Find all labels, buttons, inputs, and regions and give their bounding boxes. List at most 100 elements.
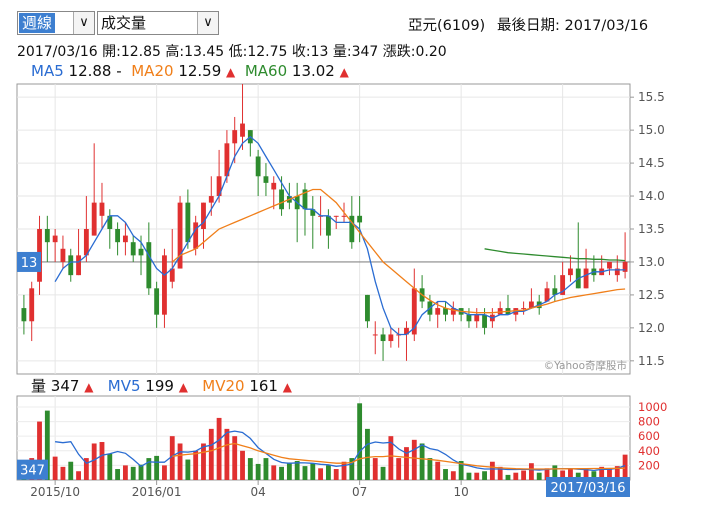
up-triangle-icon: ▲	[178, 380, 188, 394]
volume-bar	[528, 463, 534, 480]
mv20-line	[172, 442, 626, 470]
volume-bar	[583, 469, 589, 480]
candle-body	[216, 176, 222, 197]
y-tick-label: 13.0	[638, 255, 665, 269]
volume-bar	[536, 472, 542, 480]
volume-bar	[372, 458, 378, 480]
date-marker-text: 2017/03/16	[551, 481, 626, 496]
candle	[29, 281, 35, 342]
volume-bar	[482, 471, 487, 480]
candle-body	[122, 235, 128, 243]
candle-body	[607, 261, 612, 269]
chevron-down-icon[interactable]: ∨	[73, 12, 94, 34]
candle-body	[560, 275, 566, 295]
volume-bar	[521, 470, 527, 480]
volume-bar	[622, 454, 628, 480]
candle	[201, 202, 206, 249]
volume-bar	[544, 468, 550, 480]
volume-bar	[154, 455, 160, 480]
ma60-line	[484, 248, 626, 262]
volume-bar	[232, 436, 238, 480]
volume-bar	[294, 461, 300, 480]
candle	[271, 176, 277, 210]
volume-y-tick-label: 200	[638, 458, 660, 472]
candle-body	[91, 202, 97, 236]
y-tick-label: 14.0	[638, 189, 665, 203]
candle-body	[162, 255, 167, 315]
volume-bar	[193, 450, 199, 480]
candle	[76, 229, 81, 276]
candle-body	[68, 255, 74, 276]
candle-body	[185, 202, 191, 243]
chevron-down-icon[interactable]: ∨	[197, 12, 218, 34]
markers: 13 347 2017/03/16	[17, 251, 630, 497]
candle-body	[388, 334, 394, 342]
candle-body	[568, 268, 573, 276]
volume-bar	[201, 443, 206, 480]
up-triangle-icon: ▲	[282, 380, 292, 394]
volume-bar	[333, 469, 339, 480]
candle	[372, 321, 378, 355]
ma-legend: MA5 12.88 - MA20 12.59 ▲ MA60 13.02 ▲	[31, 62, 349, 80]
candle	[130, 235, 136, 262]
period-select[interactable]: 週線 ∨	[17, 11, 95, 35]
candle	[44, 215, 50, 262]
candle	[435, 301, 441, 328]
candle	[365, 294, 370, 328]
ma60-legend: MA60 13.02 ▲	[244, 62, 349, 80]
candle	[560, 261, 566, 295]
volume-bar	[325, 465, 331, 480]
candle	[583, 248, 589, 289]
ohlc-low: 低:12.75	[228, 44, 288, 60]
volume-bar	[138, 464, 144, 480]
volume-bar	[380, 466, 386, 480]
candle-body	[411, 288, 417, 335]
volume-bar	[83, 458, 89, 480]
candle	[91, 143, 97, 236]
candle	[521, 301, 527, 315]
volume-bar	[37, 421, 42, 480]
candle	[60, 235, 66, 269]
candle-body	[60, 248, 66, 262]
candle-body	[341, 215, 347, 217]
volume-bar	[614, 466, 620, 480]
candle	[357, 196, 363, 243]
candle	[255, 149, 261, 197]
candle-body	[201, 202, 206, 229]
candle	[404, 321, 409, 361]
candle-body	[622, 261, 628, 272]
candle-body	[177, 202, 183, 269]
volume-bar	[513, 472, 519, 480]
volume-y-tick-label: 800	[638, 415, 660, 429]
candle	[411, 268, 417, 342]
volume-bar	[505, 474, 511, 480]
period-select-value: 週線	[19, 13, 56, 33]
watermark: ©Yahoo奇摩股市	[544, 359, 627, 372]
date-marker-box	[546, 477, 630, 497]
candle	[310, 196, 316, 249]
candle	[122, 222, 128, 256]
candle-body	[169, 268, 175, 282]
candle	[115, 222, 121, 256]
candle-body	[528, 301, 534, 309]
candle-body	[99, 202, 105, 216]
indicator-select[interactable]: 成交量 ∨	[97, 11, 219, 35]
candle	[169, 229, 175, 289]
volume-bar	[279, 466, 284, 480]
volume-bar	[240, 450, 245, 480]
candle	[263, 163, 269, 197]
volume-bar	[146, 458, 152, 480]
candle	[21, 294, 27, 335]
y-tick-label: 15.0	[638, 123, 665, 137]
volume-y-tick-label: 400	[638, 444, 660, 458]
candle-body	[232, 130, 238, 144]
y-tick-label: 13.5	[638, 222, 665, 236]
volume-bar	[318, 468, 324, 480]
volume-bar	[404, 447, 409, 480]
ohlc-line: 2017/03/16 開:12.85 高:13.45 低:12.75 收:13 …	[17, 41, 447, 61]
volume-bar	[349, 458, 355, 480]
candle	[622, 232, 628, 279]
volume-bar	[552, 465, 558, 480]
